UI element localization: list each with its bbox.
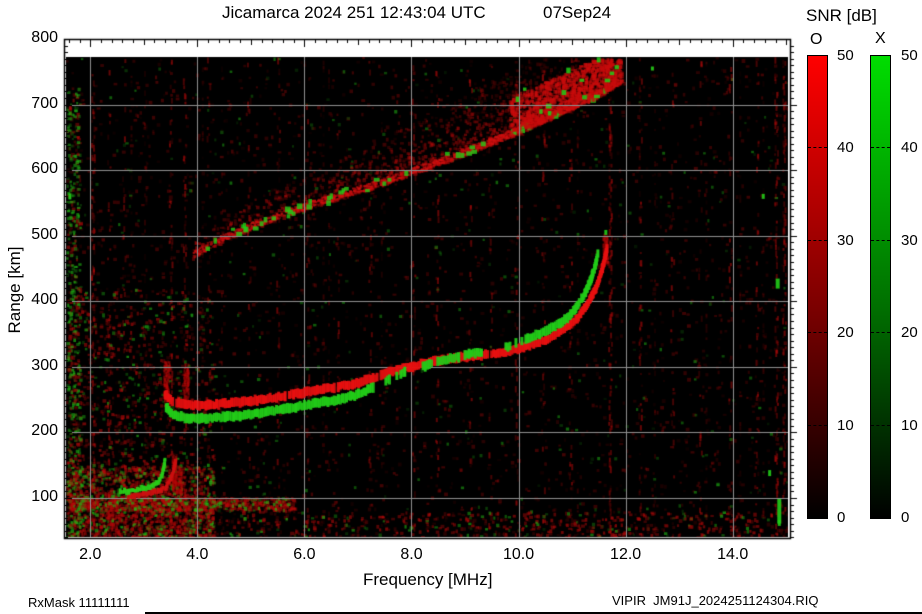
x-tick-label: 10.0 <box>502 546 535 563</box>
colorbar-o-tick-dash <box>808 332 827 334</box>
colorbar-o-tick-label: 50 <box>837 47 854 64</box>
y-tick-label: 300 <box>31 356 58 374</box>
colorbar-x-tick-label: 50 <box>901 47 918 64</box>
datafile-text: VIPIR JM91J_2024251124304.RIQ <box>612 593 819 608</box>
colorbar-o-tick-label: 40 <box>837 139 854 157</box>
y-axis-label: Range [km] <box>5 246 24 334</box>
x-tick-label: 12.0 <box>610 546 642 563</box>
colorbar-x-tick-dash <box>871 239 890 241</box>
colorbar-title: SNR [dB] <box>806 6 877 25</box>
colorbar-x-tick-label: 30 <box>901 231 918 249</box>
colorbar-x-mode-label: X <box>875 30 886 47</box>
x-axis-label: Frequency [MHz] <box>363 570 493 589</box>
y-tick-label: 600 <box>31 160 58 178</box>
y-tick-label: 800 <box>31 29 58 46</box>
colorbar-o-tick-dash <box>808 424 827 426</box>
y-tick-label: 200 <box>31 422 58 440</box>
colorbar-o-gradient <box>807 55 828 519</box>
colorbar-x-tick-label: 10 <box>901 416 918 434</box>
colorbar-x-gradient <box>870 55 891 519</box>
bottom-border-line <box>145 612 922 614</box>
x-tick-label: 14.0 <box>717 546 749 563</box>
page-title-date: 07Sep24 <box>543 3 612 22</box>
colorbar-o-tick-dash <box>808 147 827 149</box>
colorbar-o-tick-label: 20 <box>837 324 854 342</box>
colorbar-x-tick-dash <box>871 147 890 149</box>
x-tick-label: 2.0 <box>79 546 102 563</box>
colorbar-x-tick-label: 20 <box>901 324 918 342</box>
y-tick-label: 100 <box>31 488 58 505</box>
colorbar-o-tick-dash <box>808 239 827 241</box>
colorbar-x-tick-dash <box>871 424 890 426</box>
colorbar-x-tick-label: 0 <box>901 509 910 526</box>
colorbar-o-tick-label: 30 <box>837 231 854 249</box>
colorbar-o-mode-label: O <box>810 31 823 48</box>
x-tick-label: 4.0 <box>186 546 209 563</box>
y-tick-label: 700 <box>31 94 58 112</box>
y-tick-label: 500 <box>31 225 58 243</box>
y-tick-label: 400 <box>31 291 58 309</box>
colorbar-x-tick-dash <box>871 332 890 334</box>
colorbar-o-tick-label: 0 <box>837 509 846 526</box>
x-tick-label: 8.0 <box>400 546 423 563</box>
colorbar-o-tick-label: 10 <box>837 416 854 434</box>
colorbar-x-tick-label: 40 <box>901 139 918 157</box>
x-tick-label: 6.0 <box>293 546 316 563</box>
page-title: Jicamarca 2024 251 12:43:04 UTC <box>222 3 486 22</box>
rxmask-text: RxMask 11111111 <box>28 595 130 610</box>
